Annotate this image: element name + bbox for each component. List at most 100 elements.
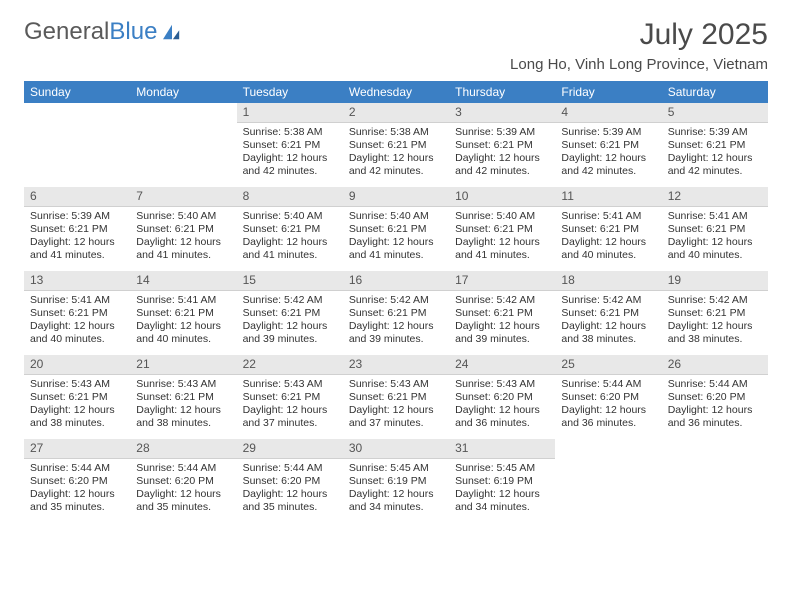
weekday-header: Wednesday xyxy=(343,81,449,103)
sunrise-text: Sunrise: 5:42 AM xyxy=(668,294,762,307)
daylight-text: Daylight: 12 hours and 34 minutes. xyxy=(455,488,549,514)
sunrise-text: Sunrise: 5:40 AM xyxy=(243,210,337,223)
daylight-text: Daylight: 12 hours and 37 minutes. xyxy=(243,404,337,430)
sunset-text: Sunset: 6:21 PM xyxy=(243,223,337,236)
daylight-text: Daylight: 12 hours and 41 minutes. xyxy=(30,236,124,262)
sunrise-text: Sunrise: 5:42 AM xyxy=(561,294,655,307)
sunset-text: Sunset: 6:21 PM xyxy=(30,307,124,320)
sunrise-text: Sunrise: 5:39 AM xyxy=(455,126,549,139)
sunrise-text: Sunrise: 5:44 AM xyxy=(243,462,337,475)
calendar-day-cell: 1Sunrise: 5:38 AMSunset: 6:21 PMDaylight… xyxy=(237,103,343,187)
sunrise-text: Sunrise: 5:44 AM xyxy=(561,378,655,391)
sunrise-text: Sunrise: 5:38 AM xyxy=(243,126,337,139)
day-number: 27 xyxy=(24,439,130,459)
sunset-text: Sunset: 6:20 PM xyxy=(455,391,549,404)
day-number: 21 xyxy=(130,355,236,375)
sunset-text: Sunset: 6:20 PM xyxy=(668,391,762,404)
calendar-day-cell: 24Sunrise: 5:43 AMSunset: 6:20 PMDayligh… xyxy=(449,355,555,439)
sunset-text: Sunset: 6:20 PM xyxy=(561,391,655,404)
sunrise-text: Sunrise: 5:40 AM xyxy=(349,210,443,223)
day-number: 17 xyxy=(449,271,555,291)
month-title: July 2025 xyxy=(510,18,768,52)
sunset-text: Sunset: 6:21 PM xyxy=(668,139,762,152)
sunrise-text: Sunrise: 5:41 AM xyxy=(561,210,655,223)
calendar-day-cell: . xyxy=(555,439,661,523)
sunset-text: Sunset: 6:21 PM xyxy=(136,223,230,236)
sunrise-text: Sunrise: 5:39 AM xyxy=(30,210,124,223)
sunset-text: Sunset: 6:19 PM xyxy=(349,475,443,488)
daylight-text: Daylight: 12 hours and 40 minutes. xyxy=(30,320,124,346)
page-header: GeneralBlue July 2025 Long Ho, Vinh Long… xyxy=(24,18,768,73)
sunset-text: Sunset: 6:21 PM xyxy=(561,307,655,320)
sunrise-text: Sunrise: 5:40 AM xyxy=(455,210,549,223)
daylight-text: Daylight: 12 hours and 36 minutes. xyxy=(455,404,549,430)
weekday-header: Tuesday xyxy=(237,81,343,103)
calendar-day-cell: 27Sunrise: 5:44 AMSunset: 6:20 PMDayligh… xyxy=(24,439,130,523)
sunset-text: Sunset: 6:21 PM xyxy=(349,391,443,404)
day-content: Sunrise: 5:44 AMSunset: 6:20 PMDaylight:… xyxy=(555,375,661,437)
daylight-text: Daylight: 12 hours and 35 minutes. xyxy=(136,488,230,514)
day-content: Sunrise: 5:41 AMSunset: 6:21 PMDaylight:… xyxy=(662,207,768,269)
day-number: 23 xyxy=(343,355,449,375)
day-content: Sunrise: 5:43 AMSunset: 6:21 PMDaylight:… xyxy=(130,375,236,437)
day-content: Sunrise: 5:43 AMSunset: 6:20 PMDaylight:… xyxy=(449,375,555,437)
day-content: Sunrise: 5:39 AMSunset: 6:21 PMDaylight:… xyxy=(662,123,768,185)
daylight-text: Daylight: 12 hours and 35 minutes. xyxy=(243,488,337,514)
day-content: Sunrise: 5:39 AMSunset: 6:21 PMDaylight:… xyxy=(555,123,661,185)
day-number: 30 xyxy=(343,439,449,459)
calendar-day-cell: . xyxy=(662,439,768,523)
day-content: Sunrise: 5:40 AMSunset: 6:21 PMDaylight:… xyxy=(130,207,236,269)
weekday-header: Friday xyxy=(555,81,661,103)
weekday-header: Saturday xyxy=(662,81,768,103)
daylight-text: Daylight: 12 hours and 38 minutes. xyxy=(30,404,124,430)
day-content: Sunrise: 5:43 AMSunset: 6:21 PMDaylight:… xyxy=(237,375,343,437)
daylight-text: Daylight: 12 hours and 41 minutes. xyxy=(243,236,337,262)
sunrise-text: Sunrise: 5:40 AM xyxy=(136,210,230,223)
day-content: Sunrise: 5:42 AMSunset: 6:21 PMDaylight:… xyxy=(662,291,768,353)
calendar-day-cell: 18Sunrise: 5:42 AMSunset: 6:21 PMDayligh… xyxy=(555,271,661,355)
day-number: 11 xyxy=(555,187,661,207)
calendar-day-cell: 9Sunrise: 5:40 AMSunset: 6:21 PMDaylight… xyxy=(343,187,449,271)
daylight-text: Daylight: 12 hours and 39 minutes. xyxy=(243,320,337,346)
calendar-week-row: ..1Sunrise: 5:38 AMSunset: 6:21 PMDaylig… xyxy=(24,103,768,187)
day-content: Sunrise: 5:44 AMSunset: 6:20 PMDaylight:… xyxy=(662,375,768,437)
day-content: Sunrise: 5:40 AMSunset: 6:21 PMDaylight:… xyxy=(237,207,343,269)
sunset-text: Sunset: 6:21 PM xyxy=(349,139,443,152)
day-number: 9 xyxy=(343,187,449,207)
day-number: 13 xyxy=(24,271,130,291)
calendar-week-row: 20Sunrise: 5:43 AMSunset: 6:21 PMDayligh… xyxy=(24,355,768,439)
day-number: 1 xyxy=(237,103,343,123)
location-text: Long Ho, Vinh Long Province, Vietnam xyxy=(510,56,768,73)
daylight-text: Daylight: 12 hours and 38 minutes. xyxy=(136,404,230,430)
daylight-text: Daylight: 12 hours and 37 minutes. xyxy=(349,404,443,430)
sunset-text: Sunset: 6:20 PM xyxy=(243,475,337,488)
day-content: Sunrise: 5:41 AMSunset: 6:21 PMDaylight:… xyxy=(24,291,130,353)
day-number: 5 xyxy=(662,103,768,123)
sail-icon xyxy=(161,23,183,41)
sunset-text: Sunset: 6:21 PM xyxy=(561,139,655,152)
daylight-text: Daylight: 12 hours and 42 minutes. xyxy=(243,152,337,178)
sunrise-text: Sunrise: 5:43 AM xyxy=(30,378,124,391)
sunset-text: Sunset: 6:21 PM xyxy=(455,223,549,236)
sunset-text: Sunset: 6:21 PM xyxy=(349,307,443,320)
calendar-day-cell: 10Sunrise: 5:40 AMSunset: 6:21 PMDayligh… xyxy=(449,187,555,271)
sunset-text: Sunset: 6:21 PM xyxy=(455,307,549,320)
weekday-header: Sunday xyxy=(24,81,130,103)
sunrise-text: Sunrise: 5:39 AM xyxy=(668,126,762,139)
day-content: Sunrise: 5:44 AMSunset: 6:20 PMDaylight:… xyxy=(237,459,343,521)
sunrise-text: Sunrise: 5:42 AM xyxy=(455,294,549,307)
day-content: Sunrise: 5:44 AMSunset: 6:20 PMDaylight:… xyxy=(130,459,236,521)
calendar-page: GeneralBlue July 2025 Long Ho, Vinh Long… xyxy=(0,0,792,541)
daylight-text: Daylight: 12 hours and 38 minutes. xyxy=(668,320,762,346)
calendar-day-cell: 12Sunrise: 5:41 AMSunset: 6:21 PMDayligh… xyxy=(662,187,768,271)
day-number: 20 xyxy=(24,355,130,375)
day-number: 19 xyxy=(662,271,768,291)
day-number: 31 xyxy=(449,439,555,459)
calendar-day-cell: 22Sunrise: 5:43 AMSunset: 6:21 PMDayligh… xyxy=(237,355,343,439)
calendar-day-cell: 3Sunrise: 5:39 AMSunset: 6:21 PMDaylight… xyxy=(449,103,555,187)
daylight-text: Daylight: 12 hours and 39 minutes. xyxy=(349,320,443,346)
calendar-day-cell: 30Sunrise: 5:45 AMSunset: 6:19 PMDayligh… xyxy=(343,439,449,523)
calendar-day-cell: 29Sunrise: 5:44 AMSunset: 6:20 PMDayligh… xyxy=(237,439,343,523)
daylight-text: Daylight: 12 hours and 40 minutes. xyxy=(668,236,762,262)
day-content: Sunrise: 5:42 AMSunset: 6:21 PMDaylight:… xyxy=(237,291,343,353)
